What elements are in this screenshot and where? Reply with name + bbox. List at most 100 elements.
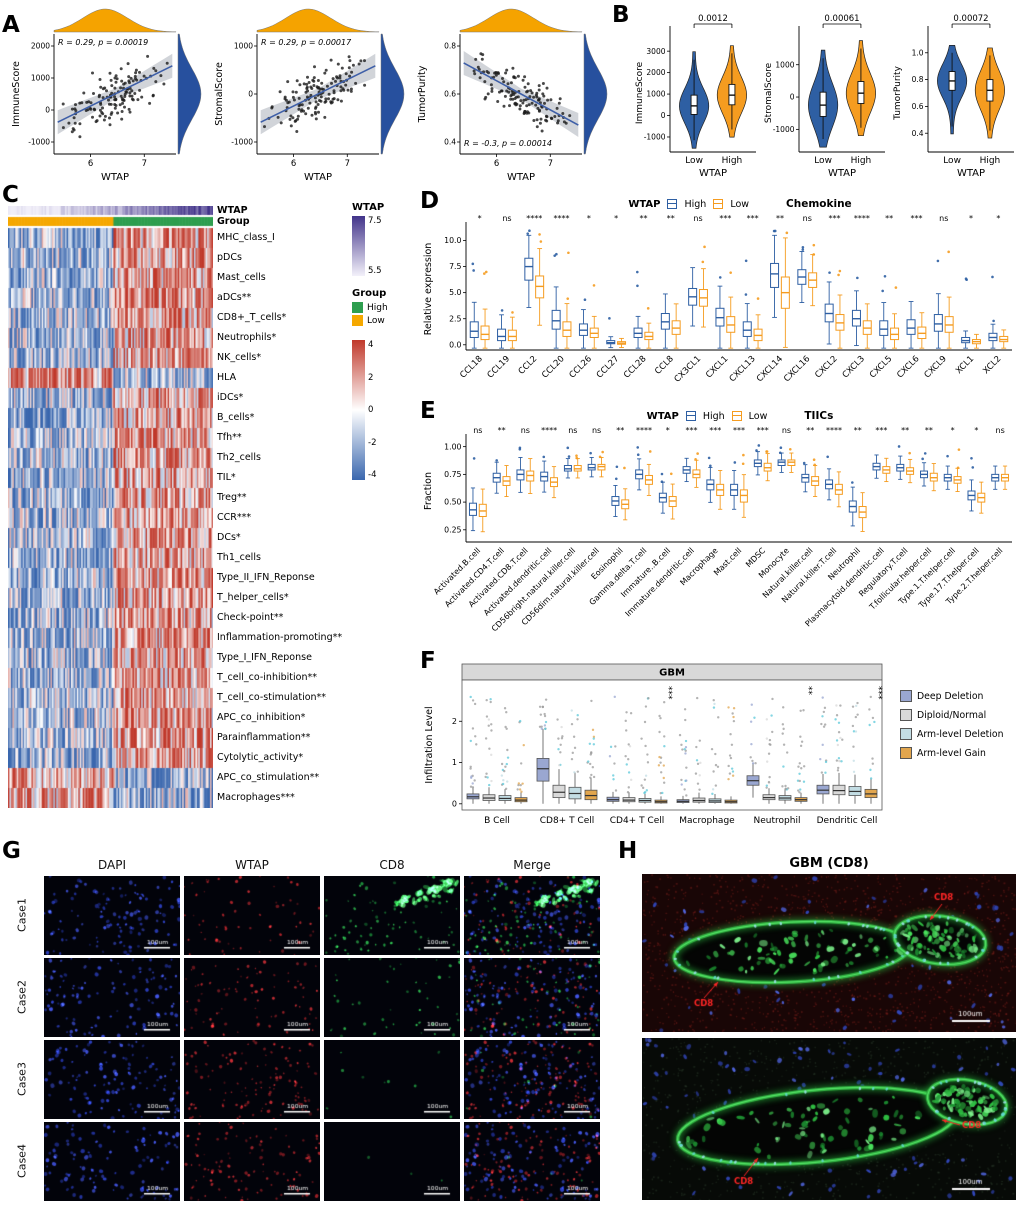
svg-text:0.8: 0.8 [912, 75, 924, 84]
svg-text:CX3CL1: CX3CL1 [673, 354, 704, 385]
svg-text:6: 6 [494, 159, 499, 169]
gbm-cd8-image-bottom [642, 1038, 1016, 1200]
svg-text:1000: 1000 [646, 90, 665, 99]
svg-text:0.6: 0.6 [444, 90, 456, 99]
svg-text:-1000: -1000 [773, 125, 795, 134]
svg-text:CCL27: CCL27 [595, 354, 621, 380]
heatmap-row-label: CCR*** [217, 512, 252, 523]
high-group-label-e: High [702, 410, 725, 422]
svg-text:0.00072: 0.00072 [953, 14, 988, 24]
svg-text:ns: ns [592, 426, 601, 435]
legend-group-high-label: High [367, 302, 388, 313]
svg-text:***: *** [733, 426, 745, 435]
heatmap-track-label-group: Group [217, 216, 250, 227]
svg-text:0.4: 0.4 [444, 138, 456, 147]
wtap-legend-title-e: WTAP [646, 410, 679, 422]
panel-label-g: G [2, 838, 21, 864]
heatmap-row-label: APC_co_inhibition* [217, 712, 306, 723]
svg-text:0.0012: 0.0012 [698, 14, 728, 24]
heatmap-row-label: T_cell_co-inhibition** [217, 672, 317, 683]
if-image-case3-cd8 [324, 1040, 460, 1119]
svg-text:***: *** [709, 426, 721, 435]
if-image-case3-merge [464, 1040, 600, 1119]
svg-text:7.5: 7.5 [449, 262, 461, 271]
svg-text:ImmuneScore: ImmuneScore [11, 61, 22, 127]
svg-text:CXCL13: CXCL13 [728, 354, 758, 384]
column-header-dapi: DAPI [97, 858, 126, 872]
svg-text:**: ** [806, 426, 814, 435]
svg-text:2.5: 2.5 [449, 314, 461, 323]
heatmap-row-label: Macrophages*** [217, 792, 295, 803]
low-group-label-d: Low [730, 198, 750, 210]
heatmap-row-label: B_cells* [217, 412, 255, 423]
svg-text:2000: 2000 [646, 68, 665, 77]
svg-text:7: 7 [548, 159, 553, 169]
svg-text:Macrophage: Macrophage [679, 816, 735, 826]
gbm-cd8-title: GBM (CD8) [789, 856, 869, 871]
svg-text:***: *** [875, 426, 887, 435]
if-image-case3-wtap [184, 1040, 320, 1119]
svg-text:Low: Low [943, 156, 961, 166]
svg-text:**: ** [639, 214, 647, 223]
svg-text:**: ** [854, 426, 862, 435]
svg-text:Fraction: Fraction [423, 472, 434, 510]
if-image-grid [8, 856, 614, 1206]
svg-text:High: High [722, 156, 743, 166]
tiics-boxplot-svg: 0.250.500.751.00FractionnsActivated.B.ce… [423, 426, 1012, 633]
column-header-merge: Merge [513, 858, 551, 872]
scale-tick: 4 [368, 340, 374, 350]
svg-text:CCL8: CCL8 [653, 354, 676, 377]
heatmap-track-label-wtap: WTAP [217, 205, 248, 216]
heatmap-row-label: Cytolytic_activity* [217, 752, 304, 763]
svg-text:*: * [666, 426, 670, 435]
cnv-legend-swatch [900, 747, 912, 759]
svg-text:7: 7 [345, 159, 350, 169]
chemokine-boxplot-svg: 0.0 2.5 5.0 7.5 10.0 Relative expression * CCL1… [423, 214, 1012, 385]
if-image-case1-wtap [184, 876, 320, 955]
wtap-legend-title-d: WTAP [628, 198, 661, 210]
panel-label-e: E [420, 398, 436, 424]
svg-text:Neutrophil: Neutrophil [754, 816, 801, 826]
svg-text:ImmuneScore: ImmuneScore [635, 61, 645, 124]
svg-text:****: **** [854, 214, 870, 223]
svg-text:***: *** [910, 214, 922, 223]
svg-text:0: 0 [790, 93, 795, 102]
if-image-case4-wtap [184, 1122, 320, 1201]
heatmap-row-label: NK_cells* [217, 352, 262, 363]
svg-text:TumorPurity: TumorPurity [893, 65, 903, 121]
legend-group-low-swatch [352, 315, 363, 326]
heatmap-row-label: iDCs* [217, 392, 244, 403]
panel-label-d: D [420, 188, 440, 214]
svg-text:***: *** [686, 426, 698, 435]
svg-text:CCL19: CCL19 [486, 354, 512, 380]
scale-tick: 0 [368, 405, 374, 415]
cnv-legend-label: Diploid/Normal [917, 709, 987, 721]
svg-text:***: *** [719, 214, 731, 223]
svg-text:CXCL6: CXCL6 [895, 354, 921, 380]
svg-text:6: 6 [291, 159, 296, 169]
heatmap-row-label: Type_II_IFN_Reponse [217, 572, 315, 583]
cnv-legend-item: Arm-level Deletion [900, 728, 1003, 740]
svg-text:0: 0 [45, 106, 50, 115]
high-group-key-d [667, 199, 678, 209]
column-header-wtap: WTAP [235, 858, 269, 872]
chemokine-title: Chemokine [786, 198, 852, 210]
svg-text:5.0: 5.0 [449, 288, 461, 297]
svg-text:0.00061: 0.00061 [824, 14, 859, 24]
svg-text:CXCL14: CXCL14 [755, 354, 785, 384]
cnv-legend-label: Arm-level Gain [917, 747, 986, 759]
legend-group-title: Group [352, 288, 387, 299]
low-group-key-d [713, 199, 724, 209]
infiltration-plot: GBM 0 1 2 Infiltration Level B Cell CD8+ T Cel… [420, 660, 892, 848]
panel-label-h: H [618, 838, 638, 864]
svg-text:-1000: -1000 [644, 133, 666, 142]
svg-text:Infiltration Level: Infiltration Level [424, 706, 435, 783]
svg-text:**: ** [925, 426, 933, 435]
svg-text:ns: ns [996, 426, 1005, 435]
svg-text:WTAP: WTAP [828, 168, 856, 179]
svg-text:WTAP: WTAP [957, 168, 985, 179]
svg-text:****: **** [526, 214, 542, 223]
svg-text:High: High [851, 156, 872, 166]
svg-text:R = 0.29, p = 0.00017: R = 0.29, p = 0.00017 [261, 38, 352, 47]
